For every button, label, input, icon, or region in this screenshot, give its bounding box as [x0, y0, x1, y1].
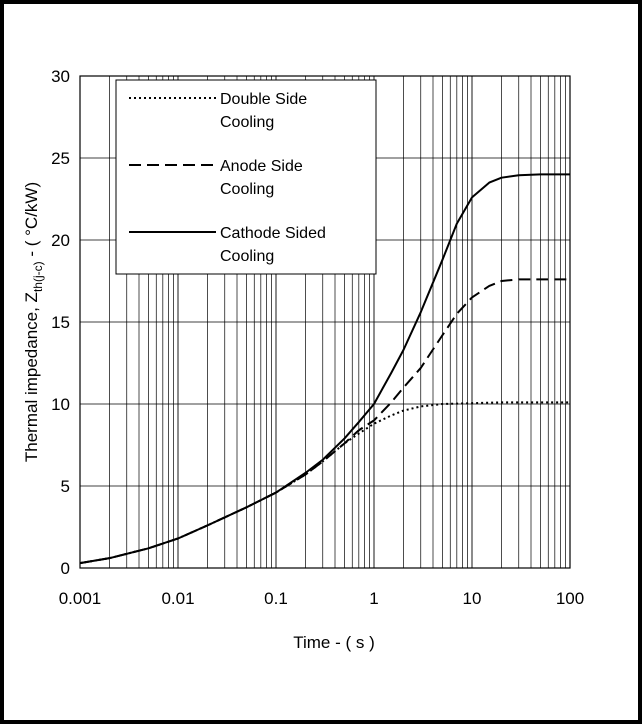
x-tick-label: 10 — [463, 589, 482, 608]
x-tick-label: 0.001 — [59, 589, 102, 608]
y-tick-label: 25 — [51, 149, 70, 168]
x-tick-label: 0.1 — [264, 589, 288, 608]
y-axis-label-main: Thermal impedance, Z — [22, 292, 41, 462]
y-axis-label: Thermal impedance, Zth(j-c) - ( °C/kW) — [22, 182, 45, 462]
legend-entry-cathode-sided: Cathode Sided Cooling — [129, 225, 326, 265]
y-tick-label: 15 — [51, 313, 70, 332]
legend-label-anode-side-2: Cooling — [220, 181, 274, 198]
y-tick-label: 20 — [51, 231, 70, 250]
x-tick-labels: 0.001 0.01 0.1 1 10 100 — [59, 589, 584, 608]
legend: Double Side Cooling Anode Side Cooling C… — [115, 79, 377, 275]
legend-label-cathode-sided-1: Cathode Sided — [220, 225, 326, 242]
legend-box — [115, 79, 377, 275]
legend-entry-anode-side: Anode Side Cooling — [129, 158, 303, 198]
y-axis-label-unit: - ( °C/kW) — [22, 182, 41, 262]
plot-area — [79, 75, 571, 569]
y-tick-label: 10 — [51, 395, 70, 414]
legend-label-double-side-2: Cooling — [220, 114, 274, 131]
series-line-dotted — [79, 401, 570, 565]
x-tick-label: 0.01 — [161, 589, 194, 608]
x-axis-label: Time - ( s ) — [293, 633, 375, 652]
thermal-impedance-chart: 0 5 10 15 20 25 30 0.001 0.01 0.1 1 10 100 Time - (… — [22, 67, 584, 652]
legend-entry-double-side: Double Side Cooling — [129, 91, 307, 131]
series-line-solid — [79, 173, 570, 565]
y-axis-label-subscript: th(j-c) — [31, 261, 45, 292]
legend-label-anode-side-1: Anode Side — [220, 158, 303, 175]
y-tick-labels: 0 5 10 15 20 25 30 — [51, 67, 70, 578]
series-layer — [79, 173, 570, 565]
x-tick-label: 1 — [369, 589, 378, 608]
x-tick-label: 100 — [556, 589, 584, 608]
y-tick-label: 0 — [61, 559, 70, 578]
series-line-dashed — [79, 278, 570, 565]
legend-label-double-side-1: Double Side — [220, 91, 307, 108]
y-tick-label: 5 — [61, 477, 70, 496]
legend-label-cathode-sided-2: Cooling — [220, 248, 274, 265]
y-tick-label: 30 — [51, 67, 70, 86]
